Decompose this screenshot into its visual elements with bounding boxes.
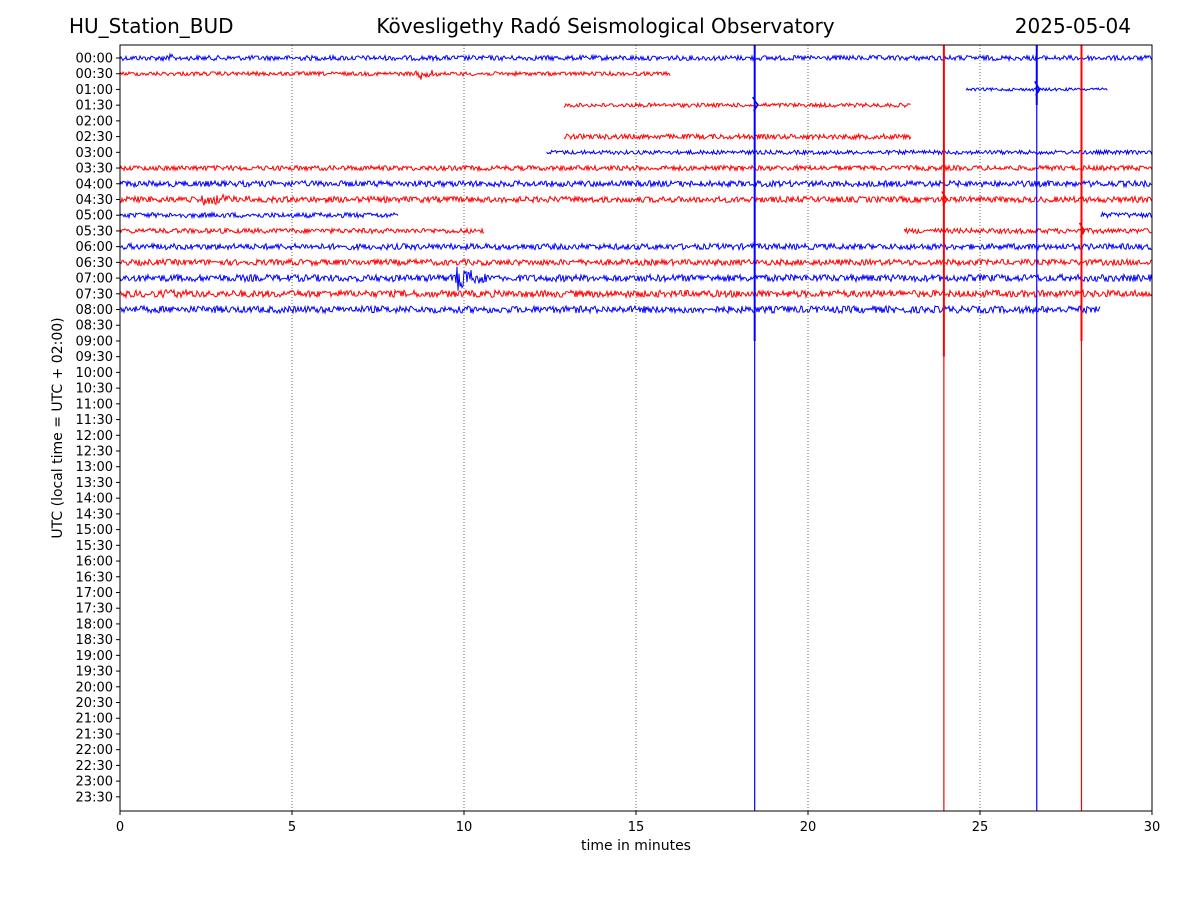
y-tick-label: 15:00 (76, 523, 113, 538)
date-title: 2025-05-04 (1014, 14, 1131, 38)
grid-lines (291, 45, 981, 811)
y-tick-label: 20:00 (76, 680, 113, 695)
x-tick-label: 15 (628, 820, 645, 835)
event-spike-wiggle (941, 191, 948, 206)
y-tick-label: 11:00 (76, 397, 113, 412)
y-tick-label: 21:00 (76, 712, 113, 727)
y-tick-label: 12:00 (76, 429, 113, 444)
y-tick-label: 18:30 (76, 633, 113, 648)
trace-0600 (119, 241, 1152, 252)
y-tick-label: 20:30 (76, 696, 113, 711)
y-tick-label: 01:30 (76, 99, 113, 114)
event-spike-wiggle (1078, 222, 1086, 238)
event-spike-wiggle (1034, 81, 1041, 96)
y-tick-label: 22:30 (76, 759, 113, 774)
trace-0530 (119, 226, 485, 236)
trace-0000 (119, 52, 1153, 63)
y-tick-label: 08:30 (76, 319, 113, 334)
y-tick-label: 13:00 (76, 460, 113, 475)
y-tick-label: 04:00 (76, 177, 113, 192)
x-tick-label: 0 (116, 820, 124, 835)
trace-0230 (563, 132, 912, 141)
y-tick-label: 23:30 (76, 790, 113, 805)
y-tick-label: 16:00 (76, 555, 113, 570)
y-tick-label: 07:00 (76, 272, 113, 287)
y-tick-label: 08:00 (76, 303, 113, 318)
station-title: HU_Station_BUD (69, 14, 234, 38)
y-tick-label: 06:00 (76, 240, 113, 255)
x-tick-label: 20 (800, 820, 817, 835)
y-tick-label: 18:00 (76, 617, 113, 632)
y-tick-label: 09:00 (76, 334, 113, 349)
trace-0330 (119, 163, 1153, 173)
y-tick-label: 16:30 (76, 570, 113, 585)
y-tick-label: 02:00 (76, 114, 113, 129)
y-tick-label: 17:00 (76, 586, 113, 601)
y-axis-label: UTC (local time = UTC + 02:00) (50, 317, 66, 538)
x-ticks: 0 5 10 15 20 25 30 (116, 811, 1160, 835)
y-tick-label: 05:00 (76, 209, 113, 224)
y-tick-label: 01:00 (76, 83, 113, 98)
y-tick-label: 10:30 (76, 382, 113, 397)
y-ticks: 00:0000:3001:0001:3002:0002:3003:0003:30… (76, 52, 120, 805)
x-tick-label: 5 (288, 820, 296, 835)
y-tick-label: 23:00 (76, 775, 113, 790)
y-tick-label: 14:30 (76, 507, 113, 522)
y-tick-label: 11:30 (76, 413, 113, 428)
y-tick-label: 09:30 (76, 350, 113, 365)
y-tick-label: 13:30 (76, 476, 113, 491)
y-tick-label: 06:30 (76, 256, 113, 271)
y-tick-label: 00:30 (76, 67, 113, 82)
y-tick-label: 00:00 (76, 52, 113, 67)
trace-0530 (903, 226, 1152, 236)
spike-layer (752, 45, 1086, 811)
x-tick-label: 25 (972, 820, 989, 835)
y-tick-label: 12:30 (76, 445, 113, 460)
y-tick-label: 07:30 (76, 287, 113, 302)
trace-layer (119, 52, 1153, 315)
trace-0700 (119, 266, 1153, 291)
trace-0300 (546, 148, 1153, 156)
y-tick-label: 03:00 (76, 146, 113, 161)
trace-0730 (119, 288, 1153, 300)
y-tick-label: 05:30 (76, 224, 113, 239)
y-tick-label: 10:00 (76, 366, 113, 381)
x-tick-label: 30 (1144, 820, 1161, 835)
y-tick-label: 04:30 (76, 193, 113, 208)
y-tick-label: 19:00 (76, 649, 113, 664)
trace-0030 (119, 69, 671, 80)
y-tick-label: 22:00 (76, 743, 113, 758)
y-tick-label: 19:30 (76, 665, 113, 680)
trace-0800 (119, 304, 1101, 315)
y-tick-label: 02:30 (76, 130, 113, 145)
trace-0630 (119, 257, 1153, 268)
trace-0130 (563, 101, 911, 109)
observatory-title: Köveslige­thy Radó Seismological Observa… (376, 14, 835, 38)
y-tick-label: 15:30 (76, 539, 113, 554)
x-axis-label: time in minutes (581, 838, 691, 854)
y-tick-label: 03:30 (76, 162, 113, 177)
x-tick-label: 10 (456, 820, 473, 835)
trace-0500 (1100, 211, 1152, 220)
trace-0430 (119, 192, 1153, 206)
y-tick-label: 17:30 (76, 602, 113, 617)
event-spike-wiggle (752, 96, 759, 112)
trace-0400 (119, 179, 1153, 189)
trace-0500 (119, 210, 399, 220)
y-tick-label: 14:00 (76, 492, 113, 507)
y-tick-label: 21:30 (76, 727, 113, 742)
